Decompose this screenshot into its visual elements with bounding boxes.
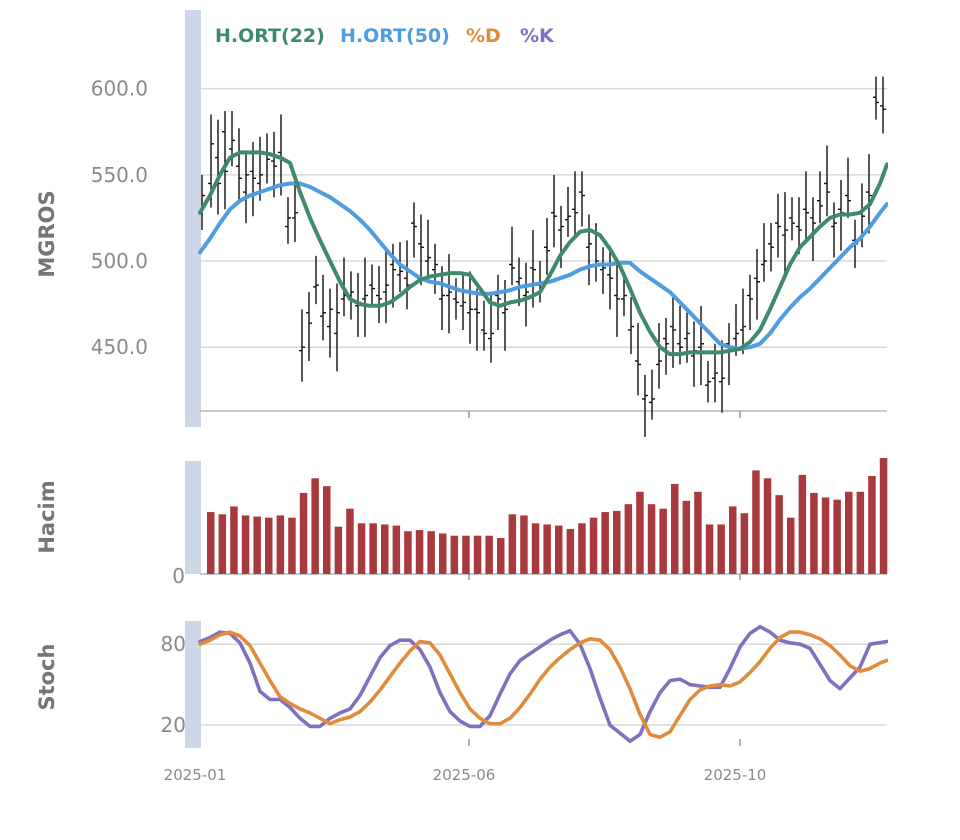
volume-bar: [230, 506, 238, 574]
volume-bar: [647, 504, 656, 574]
volume-bar: [659, 508, 667, 574]
volume-bar: [868, 476, 876, 574]
volume-bar: [555, 525, 563, 574]
volume-bar: [833, 499, 841, 574]
volume-bar: [415, 530, 424, 574]
volume-bar: [218, 514, 227, 574]
volume-left-strip: [185, 461, 201, 574]
volume-bar: [787, 517, 795, 574]
volume-bar: [299, 492, 308, 574]
price-y-tick-label: 500.0: [91, 249, 148, 273]
volume-bar: [636, 491, 644, 574]
volume-bar: [473, 535, 482, 574]
legend-entry-0: H.ORT(22): [215, 25, 325, 47]
legend-entry-2: %D: [466, 25, 501, 47]
volume-bar: [810, 492, 818, 574]
volume-bar: [508, 514, 517, 574]
volume-bar: [485, 535, 493, 574]
volume-bar: [288, 517, 296, 574]
stoch-left-strip: [185, 621, 201, 748]
stoch-d-line: [198, 630, 889, 740]
volume-bar: [566, 528, 575, 574]
volume-bar: [821, 497, 830, 574]
x-tick-label: 2025-01: [164, 766, 227, 784]
legend-entry-3: %K: [520, 25, 555, 47]
price-left-strip: [185, 10, 201, 427]
volume-bar: [450, 535, 459, 574]
volume-bar: [439, 533, 447, 574]
volume-bar: [682, 500, 691, 574]
volume-bar: [729, 506, 737, 574]
price-y-tick-label: 450.0: [91, 335, 148, 359]
sma22-line: [198, 150, 889, 357]
volume-bar: [346, 508, 354, 574]
volume-bar: [241, 515, 250, 574]
volume-bar: [253, 516, 261, 574]
right-edge-mask: [888, 0, 960, 760]
volume-bar: [265, 517, 273, 574]
volume-bar: [671, 483, 679, 574]
volume-bar: [694, 491, 702, 574]
volume-bar: [462, 535, 470, 574]
volume-bar: [381, 524, 389, 574]
price-y-tick-label: 600.0: [91, 77, 148, 101]
volume-bar: [845, 491, 853, 574]
volume-bar: [369, 523, 377, 574]
volume-bar: [752, 470, 760, 574]
stoch-panel-title: Stoch: [35, 644, 59, 711]
volume-bar: [624, 504, 633, 574]
volume-bar: [207, 512, 215, 574]
sma50-line: [198, 181, 889, 351]
legend-entry-1: H.ORT(50): [340, 25, 450, 47]
x-tick-label: 2025-10: [704, 766, 767, 784]
volume-bar: [775, 495, 783, 574]
x-tick-label: 2025-06: [433, 766, 496, 784]
volume-y-tick-label: 0: [172, 564, 185, 588]
volume-bar: [276, 515, 285, 574]
volume-bar: [763, 478, 772, 574]
volume-bar: [543, 524, 551, 574]
volume-bar: [601, 512, 609, 574]
volume-bar: [740, 513, 749, 574]
stoch-k-line: [198, 624, 889, 744]
volume-bar: [311, 478, 319, 574]
volume-bar: [520, 515, 528, 574]
volume-bar: [879, 458, 888, 574]
volume-bar: [497, 537, 505, 574]
volume-bar: [392, 525, 401, 574]
volume-bar: [798, 474, 807, 574]
price-y-tick-label: 550.0: [91, 163, 148, 187]
volume-bar: [357, 523, 366, 574]
volume-bar: [705, 524, 714, 574]
volume-bar: [334, 526, 343, 574]
price-panel-title: MGROS: [35, 190, 59, 277]
volume-bar: [717, 524, 725, 574]
volume-bar: [531, 523, 540, 574]
volume-bar: [589, 517, 598, 574]
stoch-y-tick-label: 80: [161, 632, 186, 656]
stoch-y-tick-label: 20: [161, 713, 186, 737]
volume-bar: [427, 531, 435, 574]
volume-bar: [578, 523, 586, 574]
volume-bar: [323, 486, 331, 574]
volume-bar: [856, 491, 865, 574]
volume-panel-title: Hacim: [35, 480, 59, 553]
volume-bar: [404, 531, 412, 574]
volume-bar: [613, 510, 621, 574]
